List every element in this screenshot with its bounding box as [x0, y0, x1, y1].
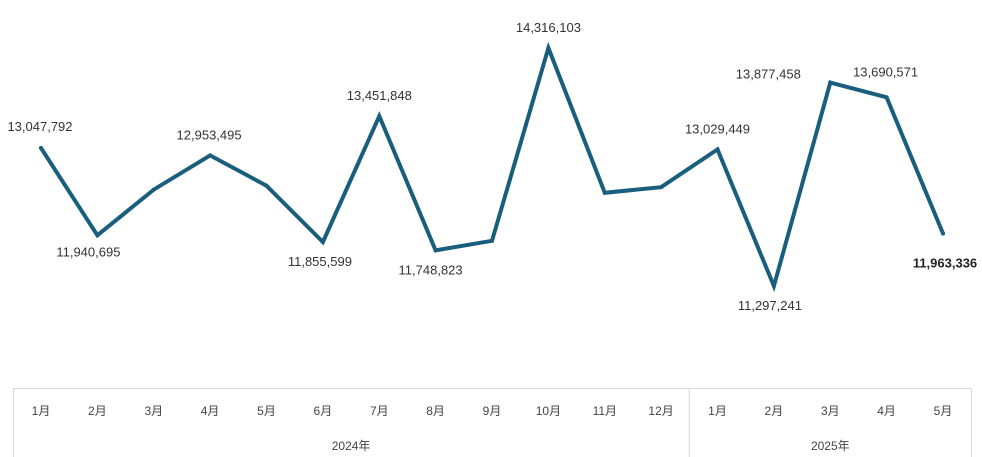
year-group-label: 2025年	[811, 439, 850, 453]
data-label: 13,029,449	[685, 121, 750, 136]
data-point	[602, 190, 607, 195]
data-label: 13,690,571	[853, 64, 918, 79]
category-axis-box	[13, 388, 972, 457]
data-label: 11,963,336	[913, 256, 977, 271]
data-point	[715, 147, 720, 152]
month-tick-label: 8月	[426, 404, 445, 418]
year-group-label: 2024年	[332, 439, 371, 453]
month-tick-label: 3月	[821, 404, 840, 418]
data-point	[151, 187, 156, 192]
data-label: 11,748,823	[399, 262, 463, 277]
month-tick-label: 6月	[314, 404, 333, 418]
data-point	[320, 239, 325, 244]
month-tick-label: 7月	[370, 404, 389, 418]
month-tick-label: 2月	[88, 404, 107, 418]
data-point	[433, 248, 438, 253]
month-tick-label: 4月	[877, 404, 896, 418]
data-point	[828, 80, 833, 85]
month-tick-label: 9月	[483, 404, 502, 418]
data-point	[377, 114, 382, 119]
data-point	[264, 183, 269, 188]
data-point	[95, 233, 100, 238]
month-tick-label: 4月	[201, 404, 220, 418]
data-point	[941, 231, 945, 236]
series-line	[39, 41, 945, 293]
month-tick-label: 1月	[708, 404, 727, 418]
month-tick-label: 3月	[144, 404, 163, 418]
data-point	[884, 95, 889, 100]
data-point	[208, 153, 213, 158]
data-point	[546, 46, 551, 50]
month-tick-label: 11月	[593, 404, 617, 418]
data-label: 13,047,792	[7, 119, 72, 134]
data-label: 11,855,599	[288, 254, 352, 269]
data-label: 14,316,103	[516, 20, 581, 35]
month-tick-label: 5月	[934, 404, 953, 418]
month-tick-label: 2月	[765, 404, 784, 418]
data-label: 12,953,495	[177, 127, 242, 142]
data-label: 11,940,695	[56, 244, 120, 259]
month-tick-label: 5月	[257, 404, 276, 418]
data-point	[490, 238, 494, 243]
month-tick-label: 1月	[32, 404, 51, 418]
data-label: 13,877,458	[736, 67, 801, 82]
data-point	[771, 284, 776, 288]
month-tick-label: 12月	[648, 404, 673, 418]
data-label: 13,451,848	[347, 88, 412, 103]
data-label: 11,297,241	[738, 298, 802, 313]
data-point	[659, 185, 664, 190]
month-tick-label: 10月	[536, 404, 561, 418]
data-point	[39, 145, 43, 150]
